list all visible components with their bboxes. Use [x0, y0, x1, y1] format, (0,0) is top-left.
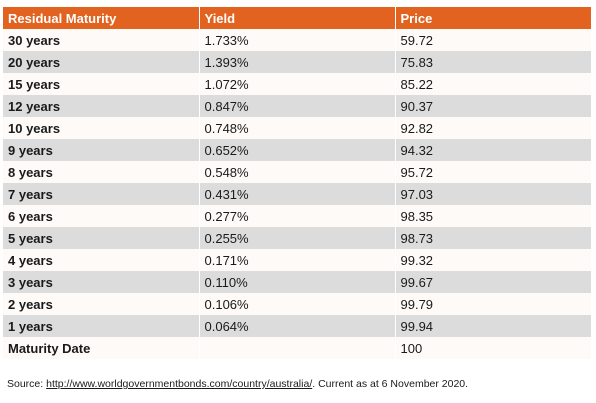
header-yield: Yield [199, 7, 396, 29]
price-cell: 99.94 [395, 315, 591, 337]
yield-cell: 0.748% [199, 117, 396, 139]
bond-yield-table-container: Residual Maturity Yield Price 30 years 1.… [3, 7, 591, 359]
table-row: 8 years 0.548% 95.72 [3, 161, 591, 183]
maturity-cell: Maturity Date [3, 337, 200, 359]
maturity-cell: 30 years [3, 29, 200, 51]
table-row: 10 years 0.748% 92.82 [3, 117, 591, 139]
table-row: 12 years 0.847% 90.37 [3, 95, 591, 117]
yield-cell: 1.733% [199, 29, 396, 51]
price-cell: 75.83 [395, 51, 591, 73]
price-cell: 99.32 [395, 249, 591, 271]
yield-cell: 0.106% [199, 293, 396, 315]
yield-cell: 1.072% [199, 73, 396, 95]
maturity-cell: 9 years [3, 139, 200, 161]
yield-cell: 0.064% [199, 315, 396, 337]
source-suffix: . Current as at 6 November 2020. [312, 378, 469, 390]
price-cell: 92.82 [395, 117, 591, 139]
maturity-cell: 2 years [3, 293, 200, 315]
price-cell: 99.79 [395, 293, 591, 315]
price-cell: 97.03 [395, 183, 591, 205]
header-price: Price [395, 7, 591, 29]
price-cell: 94.32 [395, 139, 591, 161]
price-cell: 90.37 [395, 95, 591, 117]
price-cell: 100 [395, 337, 591, 359]
table-row: 2 years 0.106% 99.79 [3, 293, 591, 315]
source-link[interactable]: http://www.worldgovernmentbonds.com/coun… [46, 378, 313, 390]
table-row: 9 years 0.652% 94.32 [3, 139, 591, 161]
table-row: 4 years 0.171% 99.32 [3, 249, 591, 271]
table-row: Maturity Date 100 [3, 337, 591, 359]
maturity-cell: 7 years [3, 183, 200, 205]
source-prefix: Source: [7, 378, 47, 390]
header-row: Residual Maturity Yield Price [3, 7, 591, 29]
price-cell: 98.35 [395, 205, 591, 227]
yield-cell: 0.277% [199, 205, 396, 227]
maturity-cell: 4 years [3, 249, 200, 271]
maturity-cell: 1 years [3, 315, 200, 337]
yield-cell: 0.431% [199, 183, 396, 205]
yield-cell: 0.847% [199, 95, 396, 117]
maturity-cell: 15 years [3, 73, 200, 95]
price-cell: 95.72 [395, 161, 591, 183]
yield-cell: 0.652% [199, 139, 396, 161]
table-row: 7 years 0.431% 97.03 [3, 183, 591, 205]
table-row: 5 years 0.255% 98.73 [3, 227, 591, 249]
table-body: 30 years 1.733% 59.72 20 years 1.393% 75.83 15… [3, 29, 591, 359]
table-row: 30 years 1.733% 59.72 [3, 29, 591, 51]
yield-cell: 0.171% [199, 249, 396, 271]
yield-cell: 0.548% [199, 161, 396, 183]
maturity-cell: 20 years [3, 51, 200, 73]
yield-cell: 0.110% [199, 271, 396, 293]
yield-cell: 0.255% [199, 227, 396, 249]
price-cell: 99.67 [395, 271, 591, 293]
table-row: 3 years 0.110% 99.67 [3, 271, 591, 293]
table-row: 20 years 1.393% 75.83 [3, 51, 591, 73]
maturity-cell: 3 years [3, 271, 200, 293]
price-cell: 98.73 [395, 227, 591, 249]
table-row: 1 years 0.064% 99.94 [3, 315, 591, 337]
price-cell: 85.22 [395, 73, 591, 95]
price-cell: 59.72 [395, 29, 591, 51]
bond-yield-table: Residual Maturity Yield Price 30 years 1.… [3, 7, 591, 359]
table-header: Residual Maturity Yield Price [3, 7, 591, 29]
table-row: 6 years 0.277% 98.35 [3, 205, 591, 227]
maturity-cell: 5 years [3, 227, 200, 249]
maturity-cell: 12 years [3, 95, 200, 117]
header-residual-maturity: Residual Maturity [3, 7, 200, 29]
maturity-cell: 10 years [3, 117, 200, 139]
table-row: 15 years 1.072% 85.22 [3, 73, 591, 95]
source-note: Source: http://www.worldgovernmentbonds.… [7, 378, 468, 390]
maturity-cell: 6 years [3, 205, 200, 227]
maturity-cell: 8 years [3, 161, 200, 183]
yield-cell [199, 337, 396, 359]
yield-cell: 1.393% [199, 51, 396, 73]
